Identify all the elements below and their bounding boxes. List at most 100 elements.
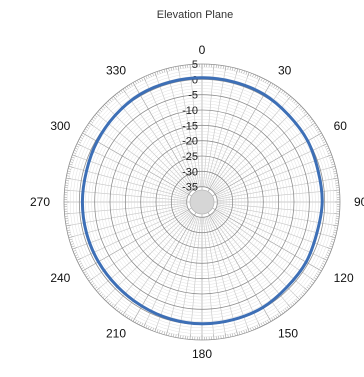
outer-tick: [254, 74, 257, 78]
outer-tick: [284, 308, 288, 311]
outer-tick: [322, 257, 328, 261]
outer-tick: [141, 323, 144, 327]
angle-tick-label: 120: [334, 271, 354, 285]
outer-tick: [330, 236, 336, 238]
outer-tick: [303, 111, 307, 114]
outer-tick: [70, 243, 74, 245]
outer-tick: [173, 333, 175, 338]
radial-tick-label: -25: [182, 151, 198, 163]
outer-tick: [300, 293, 304, 297]
angle-tick-label: 180: [192, 347, 212, 361]
outer-tick: [143, 76, 147, 82]
outer-tick: [130, 83, 133, 87]
outer-tick: [265, 80, 268, 83]
outer-tick: [114, 306, 118, 310]
outer-tick: [166, 330, 168, 336]
outer-tick: [73, 252, 77, 254]
outer-tick: [102, 295, 106, 299]
outer-tick: [325, 256, 329, 259]
angle-tick-label: 30: [278, 63, 292, 77]
outer-tick: [111, 97, 114, 101]
radial-tick-label: 0: [192, 74, 198, 86]
outer-tick: [329, 156, 333, 159]
outer-tick: [287, 303, 291, 308]
outer-tick: [300, 107, 304, 111]
radial-tick-label: -10: [182, 105, 198, 117]
outer-tick: [136, 80, 139, 83]
outer-tick: [147, 74, 150, 78]
outer-tick: [80, 136, 83, 139]
outer-tick: [317, 271, 321, 274]
outer-tick: [317, 130, 321, 133]
outer-tick: [139, 322, 141, 326]
outer-tick: [332, 168, 336, 170]
outer-tick: [128, 84, 131, 88]
outer-tick: [268, 317, 272, 322]
outer-tick: [267, 319, 270, 323]
outer-tick: [232, 333, 234, 337]
outer-tick: [75, 256, 79, 259]
outer-tick: [143, 322, 147, 328]
outer-tick: [319, 267, 323, 270]
outer-tick: [161, 331, 163, 335]
outer-tick: [234, 332, 236, 336]
outer-tick: [120, 90, 123, 93]
radial-tick-label: -5: [188, 90, 198, 102]
outer-tick: [308, 284, 311, 288]
grid-spoke: [82, 132, 203, 203]
outer-tick: [90, 120, 93, 123]
outer-tick: [68, 168, 72, 170]
outer-tick: [332, 234, 336, 236]
angle-tick-label: 150: [278, 327, 298, 341]
outer-tick: [70, 159, 74, 161]
grid-ring-minor: [177, 177, 227, 227]
outer-tick: [67, 170, 71, 172]
outer-tick: [310, 122, 316, 126]
outer-tick: [302, 292, 305, 295]
grid-ring-minor: [168, 168, 236, 236]
outer-tick: [298, 295, 302, 299]
grid-spoke: [201, 201, 322, 272]
outer-tick: [333, 229, 338, 231]
outer-tick: [333, 232, 337, 234]
outer-tick: [118, 309, 121, 313]
outer-tick: [326, 254, 330, 257]
outer-tick: [159, 70, 161, 74]
chart-title: Elevation Plane: [157, 9, 233, 21]
outer-tick: [323, 141, 327, 144]
outer-tick: [102, 105, 106, 109]
outer-tick: [177, 66, 180, 72]
outer-tick: [168, 68, 170, 72]
outer-tick: [256, 325, 259, 329]
outer-tick: [295, 102, 299, 106]
outer-tick: [281, 311, 284, 314]
outer-tick: [295, 104, 300, 109]
grid-ring-minor: [137, 137, 267, 267]
outer-tick: [313, 277, 317, 280]
outer-tick: [66, 173, 71, 175]
outer-tick: [66, 224, 72, 227]
outer-tick: [68, 236, 74, 238]
grid-spoke: [82, 201, 203, 272]
grid-ring-major: [109, 109, 295, 295]
outer-tick: [72, 154, 78, 157]
outer-tick: [76, 257, 82, 261]
outer-tick: [331, 241, 335, 243]
outer-tick: [69, 241, 73, 243]
outer-tick: [250, 327, 252, 331]
outer-tick: [329, 245, 333, 248]
outer-tick: [66, 175, 70, 177]
outer-tick: [326, 154, 332, 157]
outer-tick: [224, 332, 227, 338]
outer-tick: [77, 260, 81, 263]
outer-tick: [77, 141, 81, 144]
outer-tick: [166, 68, 168, 74]
outer-tick: [141, 77, 144, 81]
outer-tick: [331, 238, 335, 241]
grid-spoke: [201, 132, 322, 203]
outer-tick: [87, 277, 91, 280]
outer-tick: [84, 273, 88, 276]
outer-tick: [122, 88, 126, 94]
series-line: [80, 76, 324, 326]
outer-tick: [130, 317, 133, 321]
